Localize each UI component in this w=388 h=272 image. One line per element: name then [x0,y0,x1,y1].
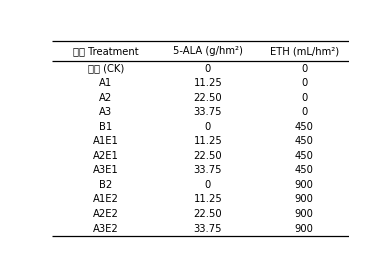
Text: 11.25: 11.25 [194,136,222,146]
Text: 450: 450 [294,151,314,161]
Text: A1E1: A1E1 [93,136,119,146]
Text: A2E1: A2E1 [93,151,119,161]
Text: A1: A1 [99,78,112,88]
Text: 450: 450 [294,165,314,175]
Text: 33.75: 33.75 [194,107,222,117]
Text: 900: 900 [294,224,314,234]
Text: 0: 0 [301,93,307,103]
Text: B2: B2 [99,180,112,190]
Text: A3E1: A3E1 [93,165,118,175]
Text: 900: 900 [294,209,314,219]
Text: 22.50: 22.50 [194,151,222,161]
Text: A3: A3 [99,107,112,117]
Text: 22.50: 22.50 [194,93,222,103]
Text: A1E2: A1E2 [93,194,119,205]
Text: 450: 450 [294,136,314,146]
Text: A2E2: A2E2 [93,209,119,219]
Text: 11.25: 11.25 [194,194,222,205]
Text: 22.50: 22.50 [194,209,222,219]
Text: 0: 0 [205,64,211,74]
Text: A2: A2 [99,93,112,103]
Text: 900: 900 [294,180,314,190]
Text: 0: 0 [301,107,307,117]
Text: 450: 450 [294,122,314,132]
Text: 33.75: 33.75 [194,165,222,175]
Text: B1: B1 [99,122,112,132]
Text: 处理 Treatment: 处理 Treatment [73,46,139,56]
Text: 900: 900 [294,194,314,205]
Text: 11.25: 11.25 [194,78,222,88]
Text: 0: 0 [301,78,307,88]
Text: 33.75: 33.75 [194,224,222,234]
Text: 0: 0 [301,64,307,74]
Text: A3E2: A3E2 [93,224,118,234]
Text: 0: 0 [205,180,211,190]
Text: 对照 (CK): 对照 (CK) [88,64,124,74]
Text: 5-ALA (g/hm²): 5-ALA (g/hm²) [173,46,243,56]
Text: 0: 0 [205,122,211,132]
Text: ETH (mL/hm²): ETH (mL/hm²) [270,46,339,56]
